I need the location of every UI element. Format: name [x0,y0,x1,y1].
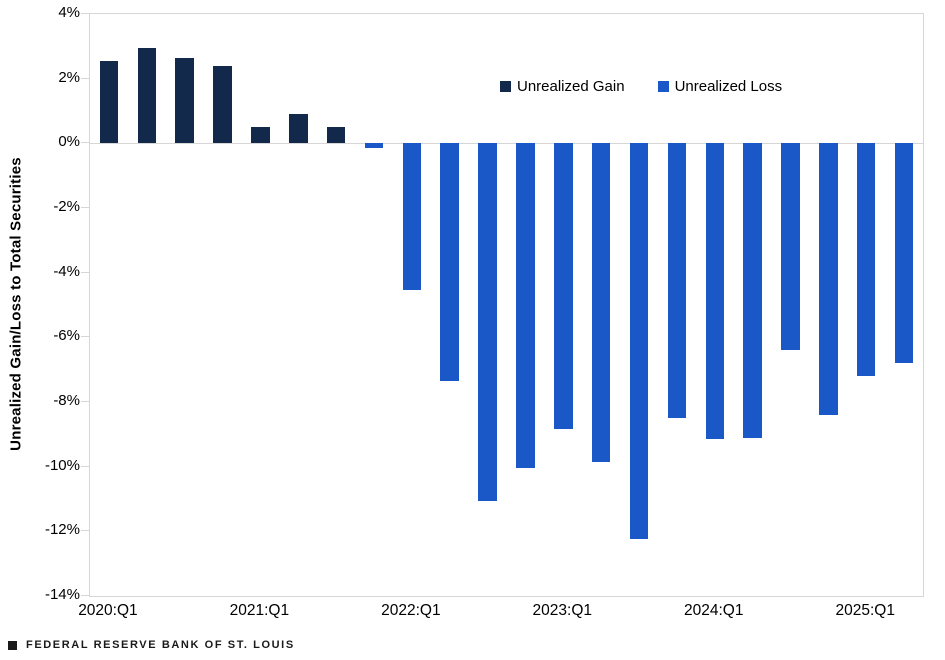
bar-2021:Q1 [251,127,270,144]
x-tick-label: 2023:Q1 [532,602,593,619]
y-tick-label: 0% [58,133,80,151]
legend-label: Unrealized Loss [674,78,783,95]
bar-2022:Q1 [402,143,422,291]
bar-2023:Q3 [629,143,649,540]
y-tick-label: -4% [53,262,80,280]
bar-2025:Q2 [894,143,914,364]
bar-2020:Q2 [137,47,157,144]
bar-2022:Q3 [478,143,497,501]
legend-swatch-icon [500,81,511,92]
y-tick-mark [81,207,89,208]
y-tick-mark [81,595,89,596]
y-tick-mark [81,465,89,467]
bar-2020:Q3 [175,57,194,144]
plot-area: Unrealized Gain Unrealized Loss [89,13,924,597]
legend-item: Unrealized Gain [500,78,625,95]
bar-2024:Q3 [781,143,800,351]
y-tick-label: -8% [53,392,80,409]
y-tick-mark [81,142,89,144]
y-tick-mark [81,271,89,273]
bar-2024:Q4 [819,143,838,415]
bar-2023:Q4 [667,143,687,419]
source-text: FEDERAL RESERVE BANK OF ST. LOUIS [26,639,295,651]
x-tick-label: 2025:Q1 [835,602,895,619]
y-tick-label: -6% [53,327,80,345]
zero-baseline [90,143,923,145]
bar-2020:Q1 [99,60,119,144]
y-tick-mark [81,77,89,79]
bar-2023:Q1 [554,143,573,430]
y-tick-mark [81,336,89,338]
legend-item: Unrealized Loss [657,78,783,95]
y-tick-mark [81,401,89,402]
bar-2024:Q1 [705,143,724,440]
y-tick-label: 4% [58,4,80,21]
x-tick-label: 2024:Q1 [684,602,744,619]
bar-2022:Q2 [440,143,459,381]
bar-2023:Q2 [591,143,611,462]
source-attribution: FEDERAL RESERVE BANK OF ST. LOUIS [8,639,295,651]
bar-2021:Q4 [364,143,384,149]
y-tick-label: 2% [58,68,80,86]
y-tick-mark [81,13,89,14]
y-tick-mark [81,530,89,532]
y-tick-label: -10% [44,456,80,474]
legend-label: Unrealized Gain [517,78,625,95]
bar-2025:Q1 [856,143,876,377]
bar-2021:Q3 [326,127,346,144]
x-tick-label: 2021:Q1 [229,602,290,619]
y-tick-label: -2% [53,198,80,215]
x-tick-label: 2022:Q1 [381,602,441,619]
bar-2021:Q2 [289,114,308,144]
x-tick-label: 2020:Q1 [78,602,138,619]
legend-swatch-icon [657,81,669,92]
square-bullet-icon [8,640,17,650]
y-tick-label: -14% [44,586,80,603]
bar-2020:Q4 [213,65,232,144]
legend: Unrealized Gain Unrealized Loss [500,78,782,95]
bar-2022:Q4 [516,143,535,469]
y-tick-label: -12% [44,521,80,539]
bar-2024:Q2 [743,143,762,438]
